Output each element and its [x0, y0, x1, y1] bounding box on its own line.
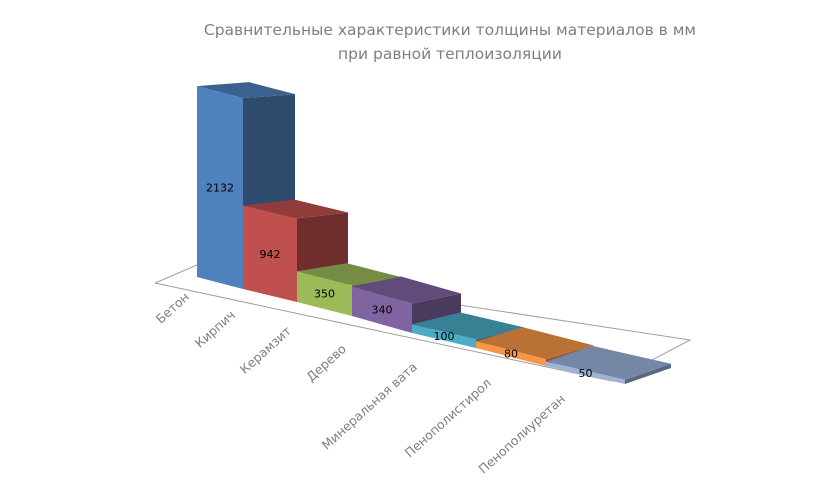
bar-top [412, 312, 524, 340]
bar-top [352, 276, 461, 304]
floor-outline [154, 264, 692, 382]
chart-title-line-2: при равной теплоизоляции [338, 45, 562, 63]
bar-5 [476, 341, 546, 366]
data-label: 942 [260, 248, 281, 261]
data-label: 100 [434, 330, 455, 343]
category-label: Пенополиуретан [475, 391, 568, 476]
bar-top [476, 327, 593, 360]
bar-top [243, 199, 348, 219]
bar-3 [352, 286, 412, 333]
category-label: Керамзит [237, 323, 294, 377]
category-label: Минеральная вата [319, 359, 420, 452]
bar-6 [546, 361, 625, 384]
bar-1 [243, 205, 297, 302]
data-label: 2132 [206, 182, 234, 195]
category-label: Кирпич [192, 307, 238, 351]
data-label: 340 [372, 304, 393, 317]
chart-title-line-1: Сравнительные характеристики толщины мат… [203, 21, 697, 39]
bar-2 [297, 271, 352, 316]
category-label: Бетон [153, 289, 192, 326]
data-label: 80 [504, 348, 518, 361]
bar-top [297, 263, 402, 286]
bar-top [197, 82, 295, 99]
data-label: 350 [314, 288, 335, 301]
bar-side [625, 363, 671, 384]
category-label: Дерево [303, 341, 349, 384]
data-label: 50 [579, 367, 593, 380]
category-label: Пенополистирол [402, 375, 494, 460]
bar-4 [412, 324, 476, 348]
bar-0 [197, 86, 243, 289]
bar-top [546, 345, 671, 380]
